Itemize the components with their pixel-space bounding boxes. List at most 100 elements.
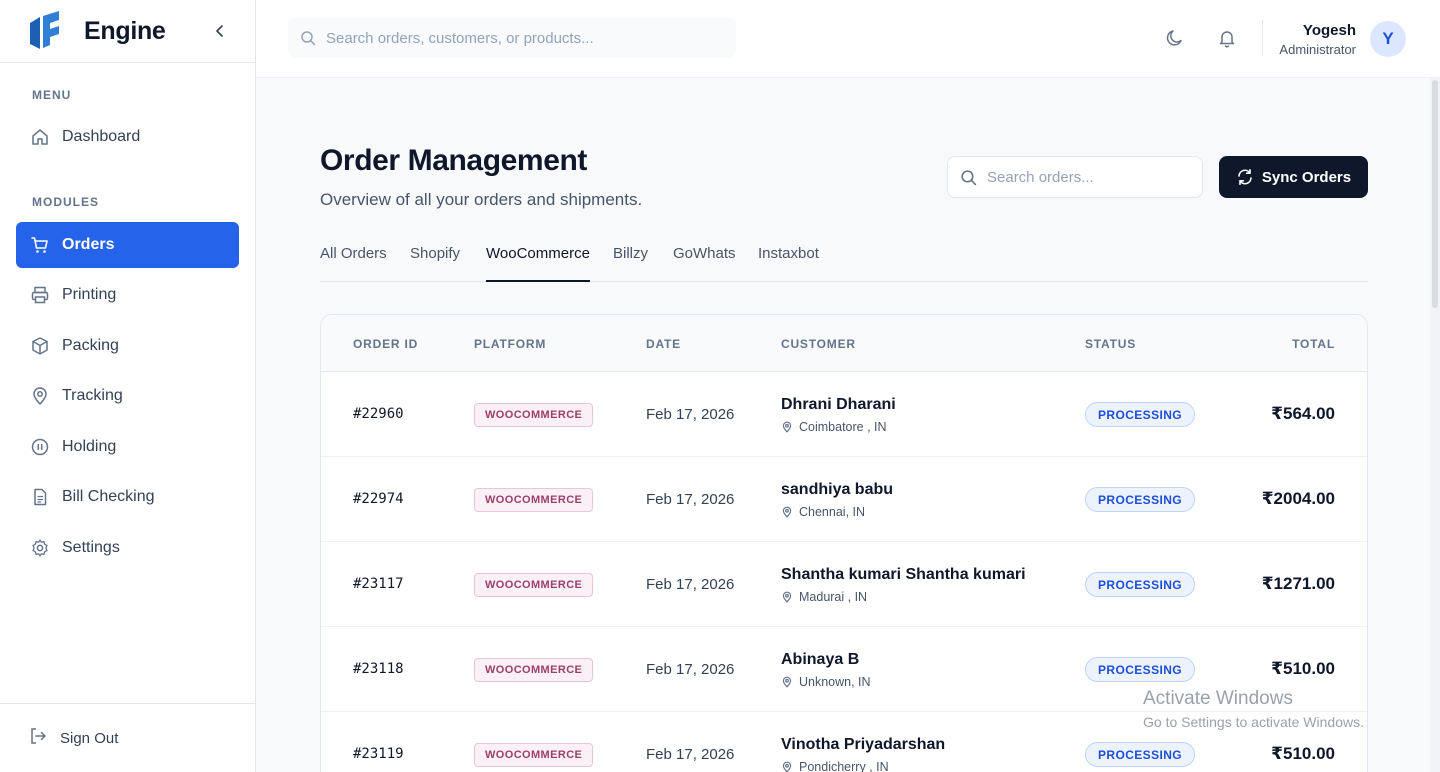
tab-all-orders[interactable]: All Orders xyxy=(320,245,387,262)
customer-name: Dhrani Dharani xyxy=(781,396,896,413)
order-id[interactable]: #23119 xyxy=(353,746,404,762)
column-header-order-id[interactable]: ORDER ID xyxy=(353,337,419,351)
customer-location-text: Unknown, IN xyxy=(799,675,871,689)
customer-location: Unknown, IN xyxy=(781,675,871,689)
sidebar-item-label: Settings xyxy=(62,539,120,556)
sidebar-item-dashboard[interactable]: Dashboard xyxy=(16,114,239,160)
order-id[interactable]: #22960 xyxy=(353,406,404,422)
global-search[interactable] xyxy=(288,18,736,58)
map-pin-icon xyxy=(782,676,792,688)
customer-location-text: Madurai , IN xyxy=(799,590,868,604)
order-id[interactable]: #23117 xyxy=(353,576,404,592)
sidebar-item-holding[interactable]: Holding xyxy=(16,424,239,470)
column-header-customer[interactable]: CUSTOMER xyxy=(781,337,856,351)
user-role: Administrator xyxy=(1279,42,1356,57)
table-header: ORDER ID PLATFORM DATE CUSTOMER STATUS T… xyxy=(321,315,1367,372)
sidebar-item-bill-checking[interactable]: Bill Checking xyxy=(16,474,239,520)
tab-gowhats[interactable]: GoWhats xyxy=(673,245,736,262)
moon-icon xyxy=(1166,30,1182,46)
notifications-button[interactable] xyxy=(1216,27,1238,49)
table-row[interactable]: #23118 WOOCOMMERCE Feb 17, 2026 Abinaya … xyxy=(321,627,1367,712)
order-date: Feb 17, 2026 xyxy=(646,746,735,763)
sign-out-button[interactable]: Sign Out xyxy=(0,703,255,772)
sidebar-item-orders[interactable]: Orders xyxy=(16,222,239,268)
page-title: Order Management xyxy=(320,144,587,177)
platform-badge: WOOCOMMERCE xyxy=(474,743,594,767)
scrollbar-thumb[interactable] xyxy=(1432,80,1438,308)
column-header-date[interactable]: DATE xyxy=(646,337,681,351)
map-pin-icon xyxy=(782,591,792,603)
order-search-input[interactable] xyxy=(987,168,1187,186)
order-total: ₹510.00 xyxy=(1271,744,1335,763)
tab-instaxbot[interactable]: Instaxbot xyxy=(758,245,819,262)
sidebar-item-settings[interactable]: Settings xyxy=(16,525,239,571)
platform-badge: WOOCOMMERCE xyxy=(474,488,594,512)
main-content: Order Management Overview of all your or… xyxy=(256,78,1440,772)
order-total: ₹1271.00 xyxy=(1261,574,1335,593)
file-text-icon xyxy=(30,487,50,507)
table-row[interactable]: #23119 WOOCOMMERCE Feb 17, 2026 Vinotha … xyxy=(321,712,1367,772)
order-id[interactable]: #22974 xyxy=(353,491,404,507)
status-badge: PROCESSING xyxy=(1085,657,1196,682)
order-date: Feb 17, 2026 xyxy=(646,406,735,423)
topbar-divider xyxy=(1262,20,1263,56)
customer-name: Shantha kumari Shantha kumari xyxy=(781,566,1026,583)
customer-location-text: Coimbatore , IN xyxy=(799,420,887,434)
platform-badge: WOOCOMMERCE xyxy=(474,658,594,682)
customer-location: Pondicherry , IN xyxy=(781,760,889,772)
package-icon xyxy=(30,336,50,356)
order-total: ₹510.00 xyxy=(1271,659,1335,678)
sidebar-item-packing[interactable]: Packing xyxy=(16,323,239,369)
customer-location: Coimbatore , IN xyxy=(781,420,887,434)
sidebar: Engine MENU Dashboard MODULES Orders xyxy=(0,0,256,772)
scrollbar[interactable] xyxy=(1430,78,1440,772)
home-icon xyxy=(30,127,50,147)
sidebar-item-label: Packing xyxy=(62,337,119,354)
topbar: Yogesh Administrator Y xyxy=(256,0,1440,78)
customer-name: Vinotha Priyadarshan xyxy=(781,736,946,753)
customer-name: sandhiya babu xyxy=(781,481,894,498)
brand: Engine xyxy=(0,0,255,63)
map-pin-icon xyxy=(782,421,792,433)
map-pin-icon xyxy=(782,506,792,518)
search-icon xyxy=(961,169,977,185)
sidebar-item-printing[interactable]: Printing xyxy=(16,272,239,318)
customer-name: Abinaya B xyxy=(781,651,860,668)
engine-logo xyxy=(30,11,59,49)
map-pin-icon xyxy=(782,761,792,772)
customer-location-text: Pondicherry , IN xyxy=(799,760,889,772)
order-id[interactable]: #23118 xyxy=(353,661,404,677)
search-icon xyxy=(301,31,316,46)
status-badge: PROCESSING xyxy=(1085,572,1196,597)
collapse-sidebar-button[interactable] xyxy=(209,20,231,42)
global-search-input[interactable] xyxy=(326,29,726,47)
table-row[interactable]: #23117 WOOCOMMERCE Feb 17, 2026 Shantha … xyxy=(321,542,1367,627)
customer-location: Chennai, IN xyxy=(781,505,865,519)
bell-icon xyxy=(1219,31,1235,48)
order-date: Feb 17, 2026 xyxy=(646,576,735,593)
order-search[interactable] xyxy=(947,156,1203,198)
sync-orders-label: Sync Orders xyxy=(1261,168,1352,186)
tab-woocommerce[interactable]: WooCommerce xyxy=(486,236,590,282)
sidebar-item-label: Tracking xyxy=(62,387,123,404)
column-header-platform[interactable]: PLATFORM xyxy=(474,337,547,351)
gear-icon xyxy=(30,538,50,558)
menu-section-label: MENU xyxy=(32,88,72,102)
table-row[interactable]: #22974 WOOCOMMERCE Feb 17, 2026 sandhiya… xyxy=(321,457,1367,542)
table-row[interactable]: #22960 WOOCOMMERCE Feb 17, 2026 Dhrani D… xyxy=(321,372,1367,457)
platform-tabs: All Orders Shopify WooCommerce Billzy Go… xyxy=(320,236,1368,282)
theme-toggle-button[interactable] xyxy=(1164,27,1186,49)
log-out-icon xyxy=(28,726,48,750)
tab-shopify[interactable]: Shopify xyxy=(410,245,461,262)
order-date: Feb 17, 2026 xyxy=(646,661,735,678)
column-header-status[interactable]: STATUS xyxy=(1085,337,1137,351)
avatar[interactable]: Y xyxy=(1370,21,1406,57)
tab-billzy[interactable]: Billzy xyxy=(613,245,649,262)
order-date: Feb 17, 2026 xyxy=(646,491,735,508)
platform-badge: WOOCOMMERCE xyxy=(474,573,594,597)
column-header-total[interactable]: TOTAL xyxy=(1292,337,1335,351)
user-name: Yogesh xyxy=(1302,22,1356,39)
sidebar-item-tracking[interactable]: Tracking xyxy=(16,373,239,419)
sync-orders-button[interactable]: Sync Orders xyxy=(1219,156,1368,198)
